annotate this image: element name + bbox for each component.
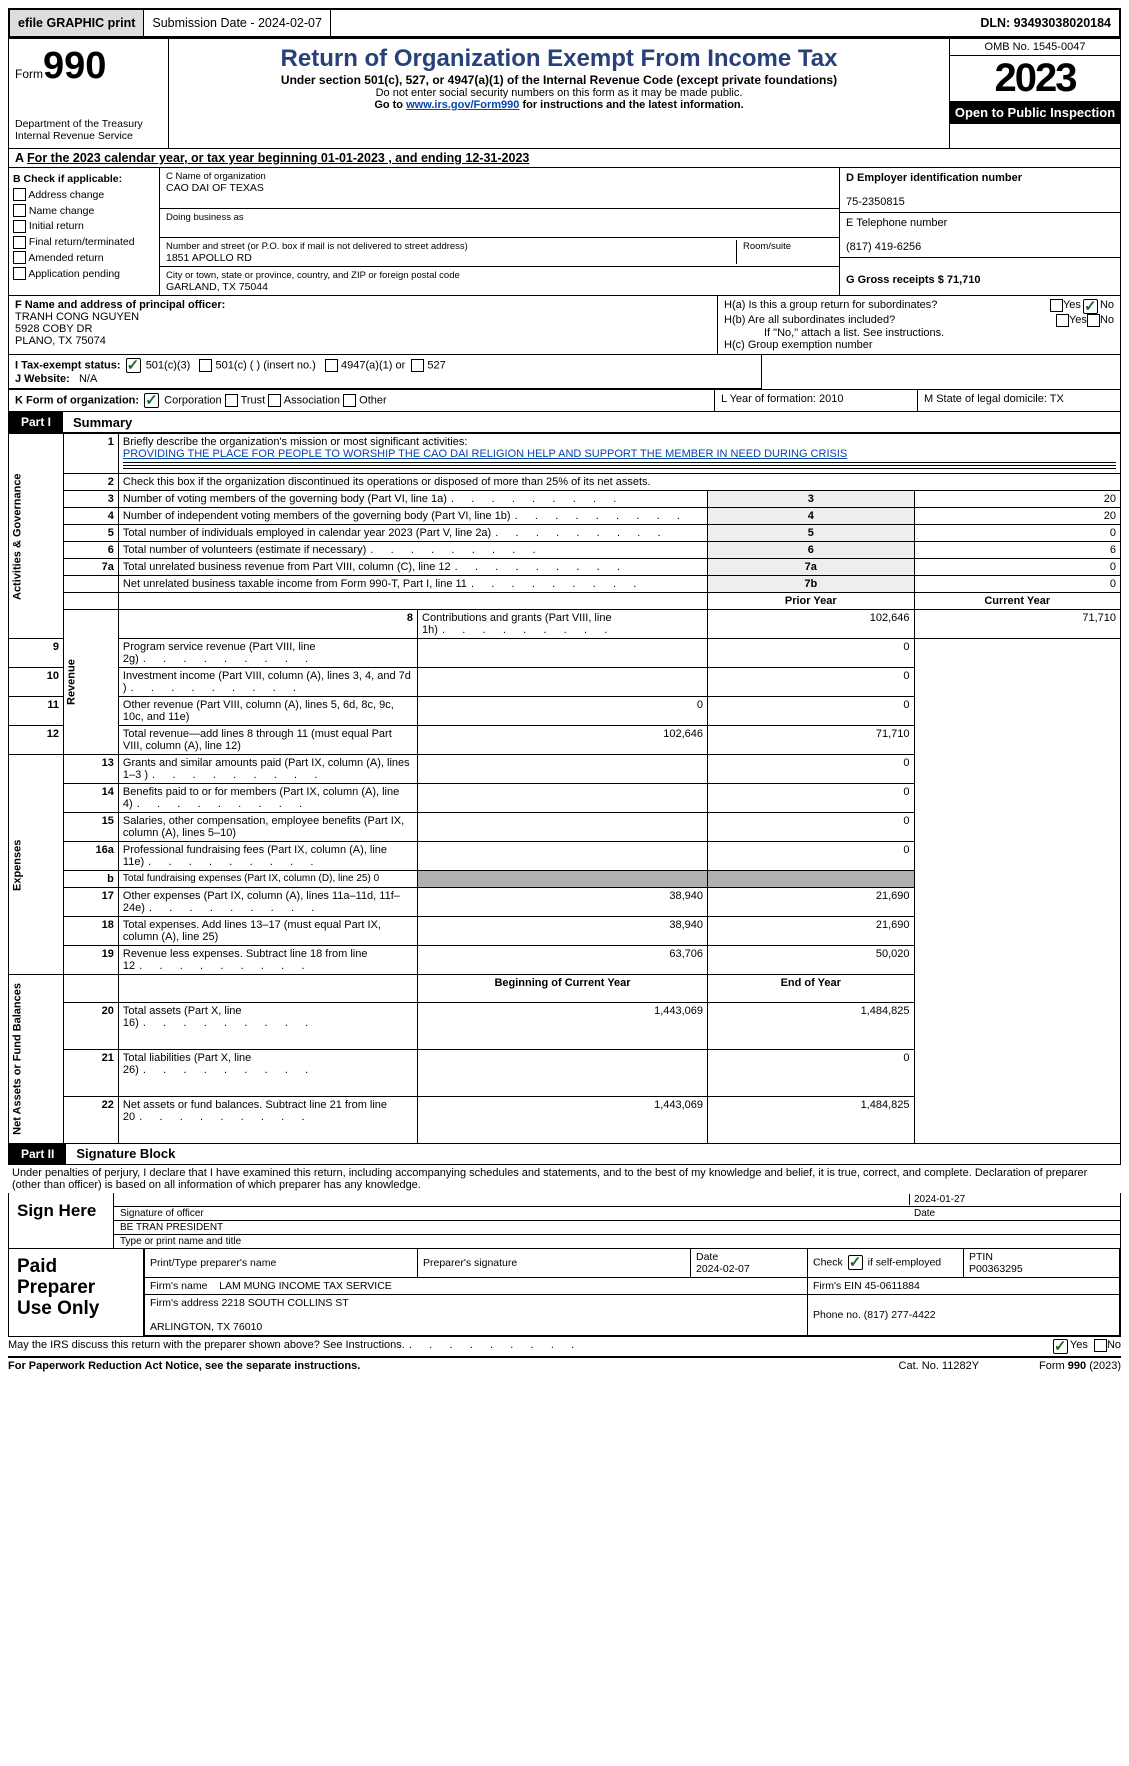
row-j-label: J Website: <box>15 373 70 385</box>
phone-label: E Telephone number <box>846 217 947 229</box>
vtab-exp: Expenses <box>9 755 64 975</box>
h-a: H(a) Is this a group return for subordin… <box>724 299 1050 314</box>
part2-title: Signature Block <box>66 1146 175 1161</box>
top-bar: efile GRAPHIC print Submission Date - 20… <box>8 8 1121 38</box>
addr-label: Number and street (or P.O. box if mail i… <box>166 241 468 252</box>
form-number: 990 <box>43 45 106 87</box>
form-prefix: Form <box>15 67 43 81</box>
declaration: Under penalties of perjury, I declare th… <box>8 1165 1121 1193</box>
year-formation: L Year of formation: 2010 <box>715 390 918 411</box>
opt-address: Address change <box>28 189 104 201</box>
date-label: Date <box>914 1208 1114 1219</box>
h-note: If "No," attach a list. See instructions… <box>724 327 1114 339</box>
note2-pre: Go to <box>374 99 406 111</box>
summary-table: Activities & Governance 1 Briefly descri… <box>8 433 1121 1144</box>
city-label: City or town, state or province, country… <box>166 270 460 281</box>
preparer-section: Paid Preparer Use Only Print/Type prepar… <box>8 1249 1121 1337</box>
officer-name-title: BE TRAN PRESIDENT <box>120 1222 223 1233</box>
vtab-net: Net Assets or Fund Balances <box>9 975 64 1144</box>
name-label: C Name of organization <box>166 171 266 182</box>
line2: Check this box if the organization disco… <box>123 476 651 488</box>
h-c: H(c) Group exemption number <box>724 339 1114 351</box>
gross-receipts: G Gross receipts $ 71,710 <box>846 274 981 286</box>
ptin: PTIN P00363295 <box>964 1249 1120 1278</box>
opt-final: Final return/terminated <box>29 236 135 248</box>
tax-year: 2023 <box>950 56 1120 101</box>
row-f-h: F Name and address of principal officer:… <box>8 296 1121 355</box>
firm-phone: Phone no. (817) 277-4422 <box>808 1294 1120 1335</box>
part1-num: Part I <box>9 412 63 432</box>
officer-label: F Name and address of principal officer: <box>15 299 225 311</box>
line-a: A For the 2023 calendar year, or tax yea… <box>8 149 1121 168</box>
mission-label: Briefly describe the organization's miss… <box>123 436 467 448</box>
opt-pending: Application pending <box>28 268 120 280</box>
officer-name: TRANH CONG NGUYEN <box>15 311 139 323</box>
mission-text: PROVIDING THE PLACE FOR PEOPLE TO WORSHI… <box>123 448 847 460</box>
print-name: Print/Type preparer's name <box>145 1249 418 1278</box>
form-title: Return of Organization Exempt From Incom… <box>175 45 943 73</box>
opt-initial: Initial return <box>29 220 84 232</box>
city-state-zip: GARLAND, TX 75044 <box>166 281 268 293</box>
opt-name: Name change <box>29 205 94 217</box>
row-k-label: K Form of organization: <box>15 394 139 406</box>
efile-label: efile GRAPHIC print <box>10 10 144 36</box>
dln: DLN: 93493038020184 <box>972 10 1119 36</box>
submission-date: Submission Date - 2024-02-07 <box>144 10 331 36</box>
row-k: K Form of organization: Corporation Trus… <box>8 390 1121 412</box>
website-val: N/A <box>79 373 97 385</box>
state-domicile: M State of legal domicile: TX <box>918 390 1120 411</box>
paid-preparer-label: Paid Preparer Use Only <box>9 1249 144 1336</box>
form-header: Form990 Department of the Treasury Inter… <box>8 38 1121 149</box>
opt-amended: Amended return <box>28 252 103 264</box>
officer-addr2: PLANO, TX 75074 <box>15 335 106 347</box>
row-i-j: I Tax-exempt status: 501(c)(3) 501(c) ( … <box>8 355 1121 390</box>
form-footer: Form 990 (2023) <box>1039 1360 1121 1372</box>
ein: 75-2350815 <box>846 196 905 208</box>
sig-officer-label: Signature of officer <box>120 1208 914 1219</box>
type-label: Type or print name and title <box>120 1236 241 1247</box>
omb-number: OMB No. 1545-0047 <box>950 39 1120 56</box>
vtab-gov: Activities & Governance <box>9 434 64 639</box>
org-name: CAO DAI OF TEXAS <box>166 182 264 194</box>
vtab-rev: Revenue <box>63 610 118 755</box>
firm-ein: Firm's EIN 45-0611884 <box>808 1277 1120 1294</box>
info-grid: B Check if applicable: Address change Na… <box>8 168 1121 296</box>
form-note1: Do not enter social security numbers on … <box>175 87 943 99</box>
dba-label: Doing business as <box>166 212 244 223</box>
h-b: H(b) Are all subordinates included? <box>724 314 1056 327</box>
prep-date: Date 2024-02-07 <box>691 1249 808 1278</box>
inspection-label: Open to Public Inspection <box>950 101 1120 124</box>
discuss-label: May the IRS discuss this return with the… <box>8 1339 405 1354</box>
part2-num: Part II <box>9 1144 66 1164</box>
signature-section: Sign Here 2024-01-27 Signature of office… <box>8 1193 1121 1249</box>
firm-name: LAM MUNG INCOME TAX SERVICE <box>219 1280 392 1292</box>
form-subtitle: Under section 501(c), 527, or 4947(a)(1)… <box>175 73 943 87</box>
room-label: Room/suite <box>743 241 791 252</box>
part1-title: Summary <box>63 415 132 430</box>
row-i-label: I Tax-exempt status: <box>15 359 121 371</box>
street-address: 1851 APOLLO RD <box>166 252 252 264</box>
col-b-title: B Check if applicable: <box>13 173 122 185</box>
cat-no: Cat. No. 11282Y <box>899 1360 980 1372</box>
officer-addr1: 5928 COBY DR <box>15 323 92 335</box>
department: Department of the Treasury Internal Reve… <box>15 118 162 142</box>
sign-here: Sign Here <box>9 1193 114 1248</box>
phone: (817) 419-6256 <box>846 241 921 253</box>
sig-date: 2024-01-27 <box>909 1194 1114 1205</box>
prep-sig: Preparer's signature <box>418 1249 691 1278</box>
note2-post: for instructions and the latest informat… <box>519 99 743 111</box>
paperwork: For Paperwork Reduction Act Notice, see … <box>8 1360 360 1372</box>
irs-link[interactable]: www.irs.gov/Form990 <box>406 99 519 111</box>
ein-label: D Employer identification number <box>846 172 1022 184</box>
